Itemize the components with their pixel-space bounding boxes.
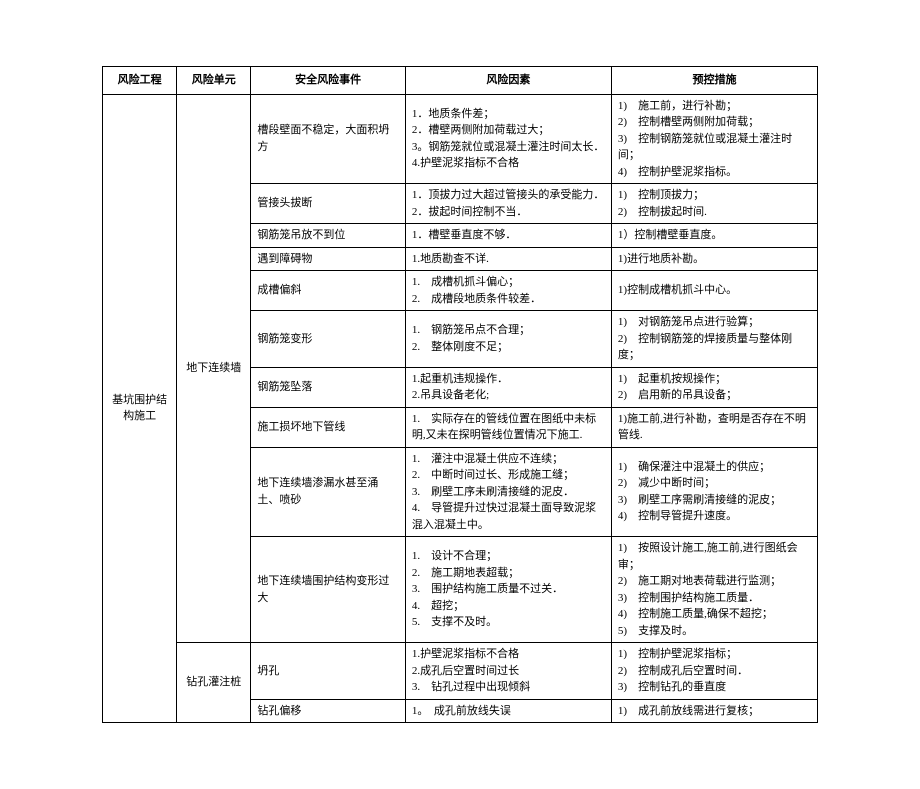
cell-measure: 1) 按照设计施工,施工前,进行图纸会审；2) 施工期对地表荷载进行监测；3) …: [611, 537, 817, 643]
cell-factor: 1. 设计不合理；2. 施工期地表超载；3. 围护结构施工质量不过关．4. 超挖…: [405, 537, 611, 643]
cell-event: 遇到障碍物: [251, 247, 406, 271]
header-unit: 风险单元: [177, 67, 251, 95]
cell-unit: 钻孔灌注桩: [177, 643, 251, 723]
header-event: 安全风险事件: [251, 67, 406, 95]
cell-factor: 1. 钢筋笼吊点不合理；2. 整体刚度不足；: [405, 311, 611, 368]
header-project: 风险工程: [103, 67, 177, 95]
header-factor: 风险因素: [405, 67, 611, 95]
header-measure: 预控措施: [611, 67, 817, 95]
table-row: 基坑围护结构施工地下连续墙槽段壁面不稳定，大面积坍方1．地质条件差；2．槽壁两侧…: [103, 94, 818, 184]
cell-event: 槽段壁面不稳定，大面积坍方: [251, 94, 406, 184]
cell-measure: 1) 对钢筋笼吊点进行验算；2) 控制钢筋笼的焊接质量与整体刚度；: [611, 311, 817, 368]
cell-factor: 1. 灌注中混凝土供应不连续；2. 中断时间过长、形成施工缝；3. 刷壁工序未刷…: [405, 447, 611, 537]
cell-event: 地下连续墙围护结构变形过大: [251, 537, 406, 643]
risk-table: 风险工程 风险单元 安全风险事件 风险因素 预控措施 基坑围护结构施工地下连续墙…: [102, 66, 818, 723]
cell-measure: 1) 确保灌注中混凝土的供应；2) 减少中断时间；3) 刷壁工序需刷清接缝的泥皮…: [611, 447, 817, 537]
cell-factor: 1. 实际存在的管线位置在图纸中未标明,又未在探明管线位置情况下施工.: [405, 407, 611, 447]
header-row: 风险工程 风险单元 安全风险事件 风险因素 预控措施: [103, 67, 818, 95]
cell-measure: 1) 成孔前放线需进行复核；: [611, 699, 817, 723]
cell-measure: 1)进行地质补勘。: [611, 247, 817, 271]
cell-event: 钢筋笼坠落: [251, 367, 406, 407]
cell-measure: 1) 施工前，进行补勘；2) 控制槽壁两侧附加荷载；3) 控制钢筋笼就位或混凝土…: [611, 94, 817, 184]
cell-factor: 1．顶拔力过大超过管接头的承受能力．2．拔起时间控制不当．: [405, 184, 611, 224]
cell-factor: 1．槽壁垂直度不够．: [405, 224, 611, 248]
cell-event: 管接头拔断: [251, 184, 406, 224]
cell-measure: 1)控制成槽机抓斗中心。: [611, 271, 817, 311]
cell-event: 钢筋笼吊放不到位: [251, 224, 406, 248]
table-body: 基坑围护结构施工地下连续墙槽段壁面不稳定，大面积坍方1．地质条件差；2．槽壁两侧…: [103, 94, 818, 723]
cell-measure: 1）控制槽壁垂直度。: [611, 224, 817, 248]
cell-event: 成槽偏斜: [251, 271, 406, 311]
cell-factor: 1.地质勘查不详.: [405, 247, 611, 271]
cell-measure: 1)施工前,进行补勘，查明是否存在不明管线.: [611, 407, 817, 447]
cell-factor: 1.起重机违规操作．2.吊具设备老化;: [405, 367, 611, 407]
cell-unit: 地下连续墙: [177, 94, 251, 643]
cell-event: 钢筋笼变形: [251, 311, 406, 368]
cell-measure: 1) 控制顶拔力；2) 控制拔起时间.: [611, 184, 817, 224]
cell-event: 钻孔偏移: [251, 699, 406, 723]
cell-factor: 1。 成孔前放线失误: [405, 699, 611, 723]
cell-measure: 1) 起重机按规操作；2) 启用新的吊具设备；: [611, 367, 817, 407]
cell-factor: 1．地质条件差；2．槽壁两侧附加荷载过大；3。钢筋笼就位或混凝土灌注时间太长．4…: [405, 94, 611, 184]
cell-project: 基坑围护结构施工: [103, 94, 177, 723]
cell-factor: 1. 成槽机抓斗偏心；2. 成槽段地质条件较差．: [405, 271, 611, 311]
cell-event: 施工损坏地下管线: [251, 407, 406, 447]
cell-event: 地下连续墙渗漏水甚至涌土、喷砂: [251, 447, 406, 537]
